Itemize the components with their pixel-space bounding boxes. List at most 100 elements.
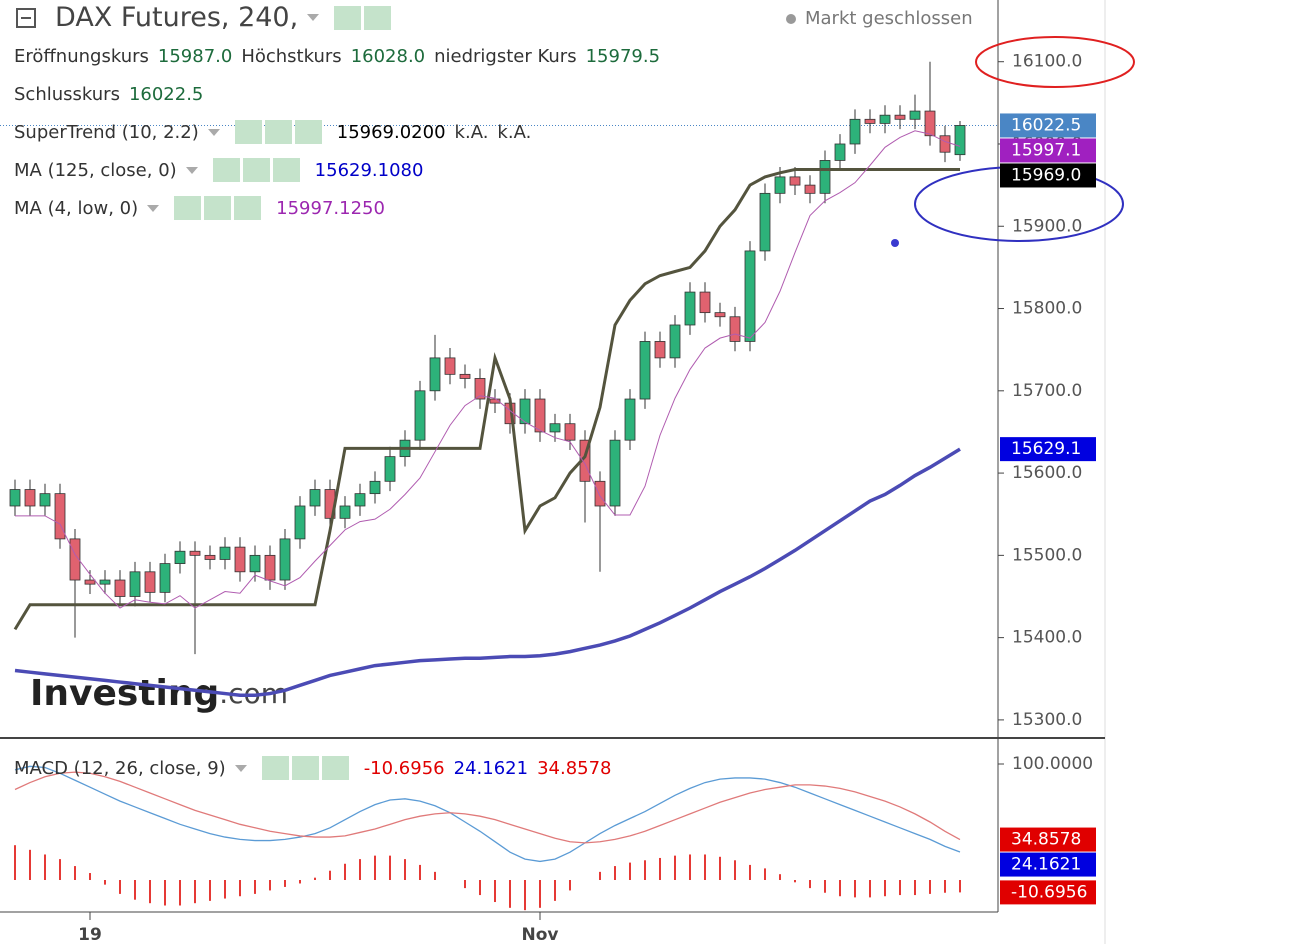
indicator-line [13,167,961,631]
indicator-line [14,447,961,697]
candle-body [129,571,141,597]
candle-body [429,357,441,392]
dropdown[interactable] [185,166,198,174]
price-badge [1000,163,1096,188]
price-badge [1000,113,1096,138]
macd-line [14,765,961,863]
dropdown[interactable] [307,14,320,21]
ohlc-value: 16028.0 [350,46,426,67]
y-tick-label: 15500.0 [1012,545,1082,565]
candle-body [189,550,201,556]
candle-body [24,489,36,507]
candle-body [639,341,651,400]
candle-body [564,423,576,441]
price-badge [1000,827,1096,852]
candle-body [174,550,186,564]
collapse-button[interactable] [16,7,36,28]
icons[interactable] [174,196,262,220]
candle-body [264,554,276,581]
price-badge-label: -10.6956 [1011,882,1087,902]
candle-body [294,505,306,540]
y-tick-label: 15300.0 [1012,710,1082,730]
price-badge [1000,437,1096,462]
dropdown[interactable] [234,764,247,772]
annotation-ellipse [975,36,1135,88]
candle-body [624,398,636,441]
candle-body [279,538,291,581]
legend-name: MA (4, low, 0) [14,197,139,219]
candle-body [909,110,921,120]
candle-body [414,390,426,441]
candle-body [69,538,81,581]
icons[interactable] [234,120,322,144]
legend-extra: k.A. [497,121,532,143]
legend-name: MA (125, close, 0) [14,159,177,181]
candle-body [39,493,51,507]
price-badge-label: 15969.0 [1011,165,1081,185]
annotation-dot [891,239,899,247]
macd-line [14,771,961,844]
legend-value: 34.8578 [537,757,612,779]
candle-body [819,160,831,194]
icons[interactable] [261,756,349,780]
candle-body [879,114,891,124]
candle-body [699,291,711,314]
price-badge-label: 16022.5 [1011,115,1081,135]
status: Markt geschlossen [786,8,973,29]
ohlc-value: 16022.5 [128,84,204,105]
ohlc-name: Eröffnungskurs [14,46,149,67]
x-tick-label: 19 [78,925,102,944]
icons[interactable] [212,158,300,182]
candle-body [444,357,456,375]
candle-body [339,505,351,519]
candle-body [519,398,531,425]
candle-body [609,439,621,507]
candle-body [384,456,396,482]
candle-body [489,398,501,404]
y-tick-label: 15900.0 [1012,216,1082,236]
candle-body [594,480,606,507]
dropdown[interactable] [147,204,160,212]
chart-title: DAX Futures, 240, [55,2,299,33]
y-tick-label: 16100.0 [1012,52,1082,72]
legend-value: 15629.1080 [314,159,424,181]
candle-body [804,184,816,194]
price-badge [1000,880,1096,905]
candle-body [84,579,96,585]
ohlc-name: Höchstkurs [241,46,342,67]
candle-body [549,423,561,433]
legend-name: MACD (12, 26, close, 9) [14,757,226,779]
candle-body [159,563,171,593]
macd-row: MACD (12, 26, close, 9) -10.6956 24.1621… [14,756,612,780]
legend-value: 15969.0200 [336,121,446,143]
status-text: Markt geschlossen [805,8,973,29]
candle-body [744,250,756,342]
candle-body [729,316,741,342]
candle-body [54,493,66,540]
candle-body [924,110,936,137]
price-badge-label: 15629.1 [1011,439,1081,459]
y-tick-label: 15800.0 [1012,299,1082,319]
title-row: DAX Futures, 240, [16,2,397,33]
indicator-line [15,130,961,609]
candle-body [654,341,666,359]
y-tick-label: 100.0000 [1012,754,1093,774]
candle-body [219,546,231,560]
candle-body [789,176,801,186]
ohlc-name: Schlusskurs [14,84,120,105]
candle-body [144,571,156,593]
candle-body [249,554,261,573]
candle-body [864,118,876,124]
candle-body [99,579,111,585]
icons[interactable] [334,5,392,30]
ohlc-row: Schlusskurs 16022.5 [14,84,203,105]
dropdown[interactable] [207,128,220,136]
ohlc-row: Eröffnungskurs 15987.0 Höchstkurs 16028.0 … [14,46,660,67]
legend-value: 15997.1250 [276,197,385,219]
y-tick-label: 15400.0 [1012,628,1082,648]
candle-body [939,135,951,153]
price-badge [1000,138,1096,163]
candle-body [114,579,126,597]
legend-value: -10.6956 [363,757,445,779]
